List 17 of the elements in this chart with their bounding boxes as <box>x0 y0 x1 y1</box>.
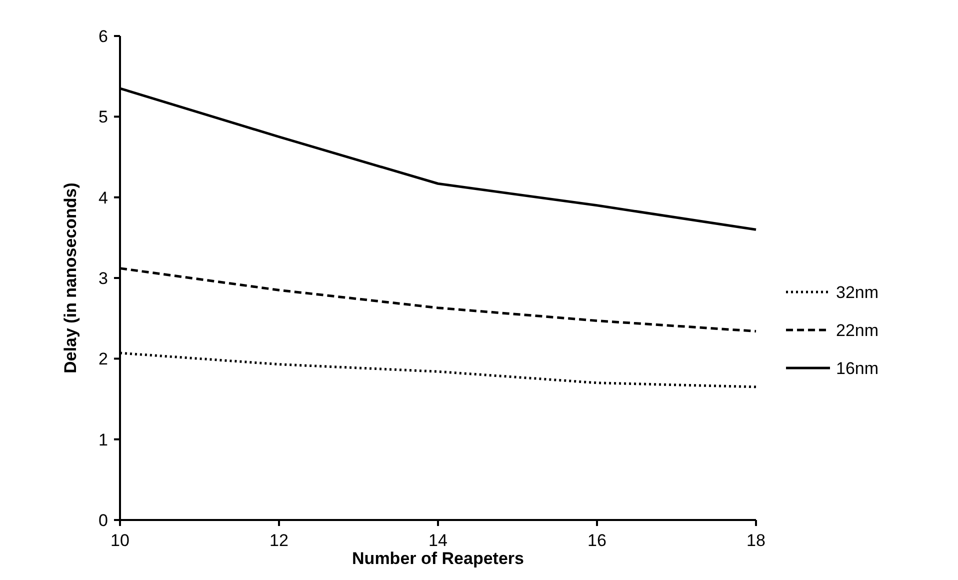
y-tick-label: 6 <box>98 26 108 46</box>
y-tick-label: 5 <box>98 108 108 127</box>
y-tick-label: 2 <box>98 350 108 369</box>
x-tick-label: 18 <box>746 531 766 550</box>
legend-label: 22nm <box>836 320 879 340</box>
y-tick-label: 1 <box>98 430 108 450</box>
y-axis-title: Delay (in nanoseconds) <box>61 182 80 374</box>
x-tick-label: 10 <box>110 531 130 550</box>
x-tick-label: 16 <box>588 531 606 550</box>
x-tick-label: 12 <box>270 531 288 550</box>
x-tick-label: 14 <box>428 531 448 550</box>
legend-label: 16nm <box>836 358 879 378</box>
legend-label: 32nm <box>836 282 879 302</box>
y-tick-label: 4 <box>98 188 108 208</box>
y-tick-label: 3 <box>98 268 108 288</box>
x-axis-title: Number of Reapeters <box>352 549 524 568</box>
y-tick-label: 0 <box>98 510 108 530</box>
